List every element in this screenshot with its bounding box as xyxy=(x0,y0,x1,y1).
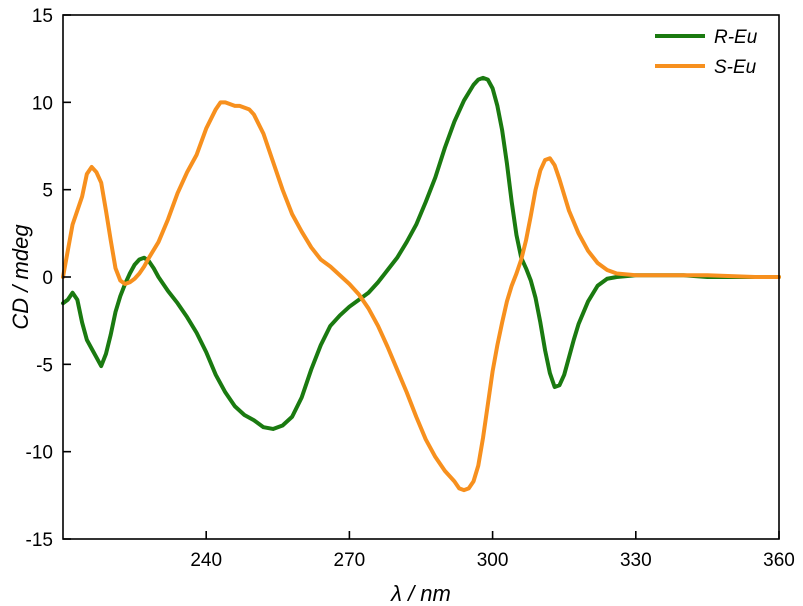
series-line-r-eu xyxy=(61,75,781,431)
y-tick-label: 5 xyxy=(42,181,53,202)
y-tick-label: 0 xyxy=(42,268,53,289)
y-tick-label: -10 xyxy=(26,443,53,464)
y-tick-label: 15 xyxy=(32,6,53,27)
legend-label-s-eu: S-Eu xyxy=(714,57,757,78)
x-tick-label: 330 xyxy=(620,550,652,571)
axes: 240 270 300 330 360 -15 -10 -5 0 5 10 15 xyxy=(26,6,795,571)
x-tick-label: 270 xyxy=(334,550,366,571)
y-tick-label: -15 xyxy=(26,530,53,551)
x-tick-label: 300 xyxy=(477,550,509,571)
x-tick-label: 360 xyxy=(763,550,795,571)
legend-label-r-eu: R-Eu xyxy=(714,27,758,48)
y-tick-label: 10 xyxy=(32,93,53,114)
series-line-s-eu xyxy=(61,100,781,493)
x-tick-label: 240 xyxy=(190,550,222,571)
x-axis-title: λ / nm xyxy=(390,581,451,606)
y-axis-title: CD / mdeg xyxy=(8,224,33,330)
plot-area xyxy=(61,75,781,493)
y-tick-label: -5 xyxy=(36,355,53,376)
legend: R-Eu S-Eu xyxy=(655,27,758,78)
